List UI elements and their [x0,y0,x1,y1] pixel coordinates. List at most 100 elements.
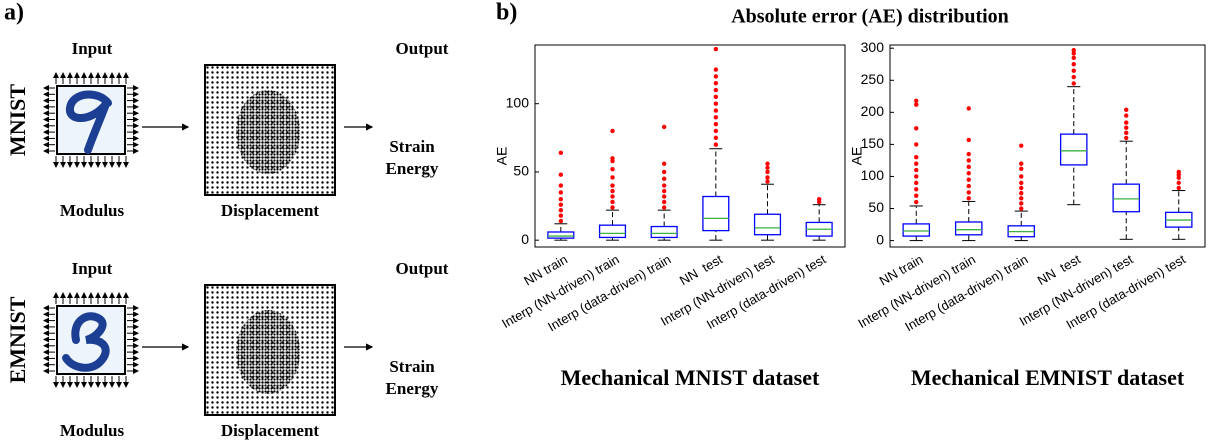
outlier [1071,51,1076,56]
box [1059,133,1088,166]
outlier [1071,81,1076,86]
outlier [661,124,667,130]
digit [62,312,110,372]
outlier [1124,107,1129,112]
outlier [966,177,971,182]
outlier [610,188,615,194]
outlier [1071,68,1076,73]
outlier [558,202,564,207]
outlier [966,190,971,195]
outlier [713,121,719,127]
y-axis-label: AE [849,147,865,166]
outlier [610,205,615,210]
outlier [1071,55,1076,61]
outlier [1124,135,1129,141]
outlier [713,81,719,86]
outlier [765,161,770,166]
outlier [1176,169,1181,175]
box [598,224,627,239]
outlier [1071,74,1076,80]
outlier [914,142,919,147]
outlier [558,190,564,195]
outlier [558,218,564,224]
outlier [1019,143,1024,148]
outlier [610,128,615,134]
outlier [1176,180,1181,186]
outlier [1124,113,1129,118]
outlier [1019,206,1024,211]
box [547,231,575,239]
outlier [713,128,719,134]
outlier [914,126,919,131]
box [1112,183,1141,213]
digit [66,90,112,154]
outlier [765,179,770,184]
outlier [1019,201,1024,206]
outlier [713,108,719,113]
outlier [1124,120,1129,125]
y-tick-label: 250 [861,71,885,87]
outlier [966,196,971,201]
output-label: Output [396,259,449,278]
outlier [661,161,667,166]
x-axis-label: Mechanical MNIST dataset [561,365,820,390]
outlier [713,87,719,93]
outlier [914,98,919,103]
box [902,223,931,237]
outlier [1071,47,1076,53]
chart-title: Absolute error (AE) distribution [731,6,1009,28]
outlier [1176,185,1181,191]
box [702,195,730,232]
outlier [558,197,564,202]
displacement-label: Displacement [221,201,320,220]
outlier [914,161,919,166]
outlier [966,137,971,143]
y-tick-label: 100 [506,94,530,110]
panel-label: a) [4,0,24,26]
output-text: Energy [386,379,439,398]
output-text: Energy [386,159,439,178]
outlier [558,207,564,213]
modulus-label: Modulus [60,201,125,220]
outlier [713,135,719,141]
outlier [914,167,919,173]
outlier [1019,185,1024,191]
outlier [713,46,719,52]
panel-label: b) [496,0,517,26]
y-tick-label: 200 [861,103,885,119]
x-axis-label: Mechanical EMNIST dataset [911,365,1185,390]
outlier [1176,175,1181,180]
outlier [558,150,564,156]
outlier [765,169,770,175]
outlier [816,197,822,202]
outlier [713,142,719,147]
input-label: Input [72,259,113,278]
y-tick-label: 0 [876,231,884,247]
outlier [610,175,615,180]
outlier [914,187,919,192]
displacement-dense [236,310,300,394]
plot-frame [889,44,1206,248]
outlier [713,94,719,100]
outlier [966,183,971,189]
plot-frame [534,44,846,248]
outlier [966,171,971,176]
y-tick-label: 300 [861,39,885,55]
outlier [914,102,919,107]
outlier [661,205,667,210]
outlier [713,67,719,72]
output-text: Strain [389,137,435,156]
outlier [914,199,919,205]
outlier [1019,196,1024,201]
y-tick-label: 50 [513,163,529,179]
outlier [610,156,615,161]
outlier [610,194,615,199]
dataset-name: MNIST [5,84,30,156]
outlier [713,101,719,106]
outlier [610,199,615,205]
outlier [765,175,770,180]
outlier [558,172,564,177]
outlier [713,115,719,120]
outlier [765,165,770,171]
